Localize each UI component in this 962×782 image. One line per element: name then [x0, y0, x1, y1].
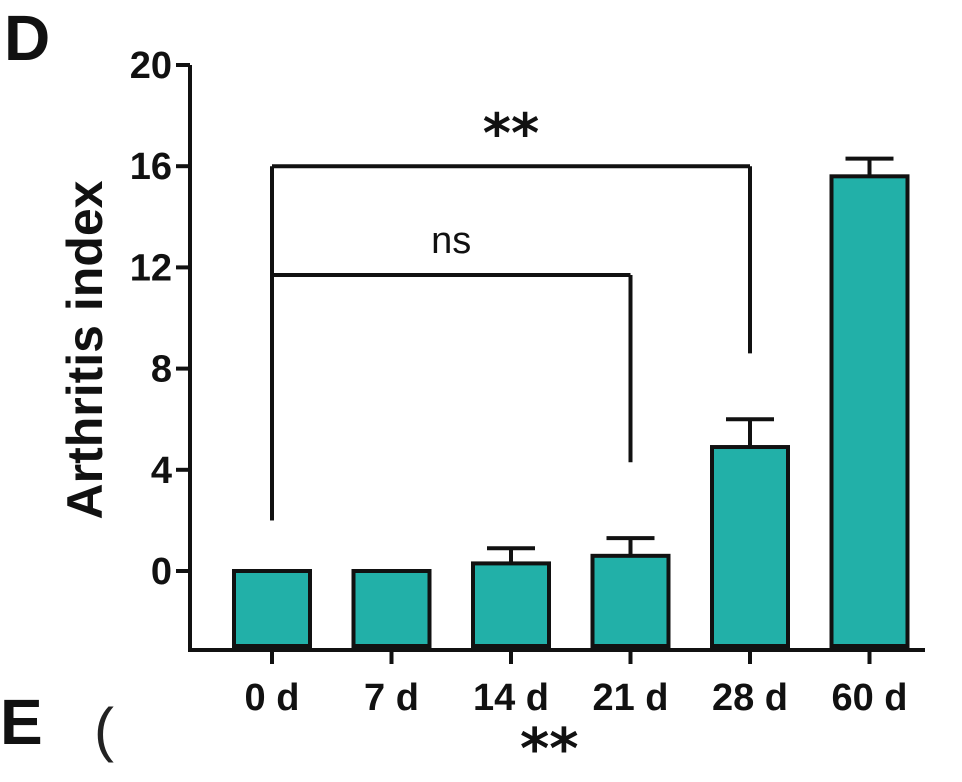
bar [471, 561, 551, 648]
panel-label-d: D [4, 2, 51, 74]
bar-series [232, 156, 910, 649]
bar [710, 445, 790, 648]
x-tick-label: 7 d [364, 677, 419, 719]
x-axis-tick-labels: 0 d 7 d 14 d 21 d 28 d 60 d [245, 650, 908, 719]
bar-chart: 0 4 8 12 16 20 0 d 7 d 14 d 21 d 28 d 60 d ns ** Ar… [57, 45, 925, 719]
significance-stars-label: ** [483, 102, 539, 165]
panel-label-e: E [0, 686, 43, 758]
x-tick-label: 14 d [473, 677, 549, 719]
chart-axes [188, 65, 925, 652]
bar [590, 553, 671, 649]
x-tick-label: 21 d [592, 677, 668, 719]
bar [829, 174, 910, 648]
bar [351, 569, 432, 648]
y-tick-label: 20 [130, 45, 172, 87]
x-tick-label: 60 d [831, 677, 907, 719]
y-tick-label: 16 [130, 146, 172, 188]
y-tick-label: 8 [151, 349, 172, 391]
y-tick-label: 0 [151, 551, 172, 593]
y-axis-label: Arthritis index [57, 180, 113, 519]
y-tick-label: 4 [151, 450, 172, 492]
significance-brackets: ns ** [270, 102, 752, 521]
x-tick-label: 0 d [245, 677, 300, 719]
bar [232, 569, 312, 648]
cropped-symbol: ( [94, 696, 114, 763]
x-tick-label: 28 d [712, 677, 788, 719]
significance-ns-label: ns [431, 220, 471, 262]
y-tick-label: 12 [130, 247, 172, 289]
y-axis-ticks: 0 4 8 12 16 20 [130, 45, 190, 593]
